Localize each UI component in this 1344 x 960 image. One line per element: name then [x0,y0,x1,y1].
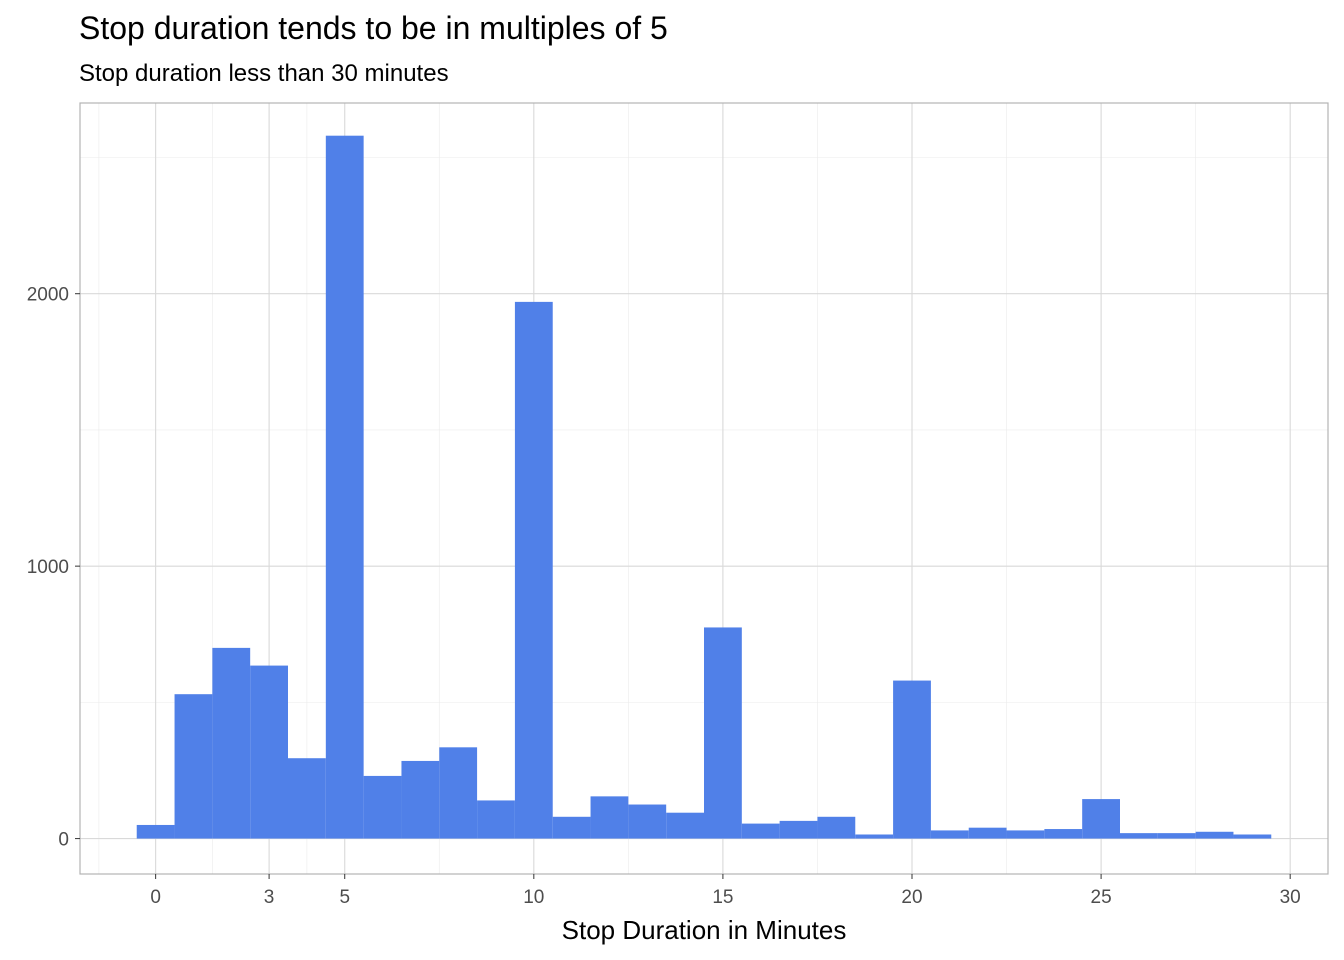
x-axis-title: Stop Duration in Minutes [562,915,847,945]
histogram-bar [250,665,288,839]
histogram-bar [741,823,780,839]
plot-panel-border [79,102,1329,875]
x-tick-label: 5 [339,887,350,908]
x-tick-label: 20 [901,887,922,908]
histogram-bar [477,800,515,839]
histogram-bar [1195,831,1234,839]
histogram-bar [893,680,931,839]
chart-subtitle: Stop duration less than 30 minutes [79,60,449,87]
chart-title: Stop duration tends to be in multiples o… [79,10,668,46]
histogram-bar [930,830,969,839]
histogram-bar [1157,833,1196,839]
y-axis-ticks: 0 1000 2000 [27,285,80,851]
histogram-bar [136,824,175,839]
x-tick-label: 15 [712,887,733,908]
histogram-bar [174,694,213,839]
y-tick-label: 2000 [27,285,69,306]
histogram-bar [704,627,742,839]
histogram-bar [817,816,856,839]
bars-group [136,135,1272,839]
x-tick-label: 25 [1091,887,1112,908]
x-axis-ticks: 0 3 5 10 15 20 25 30 [150,874,1301,908]
histogram-bar [514,301,553,839]
histogram-bar [1233,834,1272,839]
histogram-bar [552,816,591,839]
histogram-bar [1006,830,1045,839]
histogram-bar [666,812,704,839]
y-tick-label: 1000 [27,557,69,578]
x-tick-label: 3 [264,887,275,908]
histogram-bar [288,758,326,839]
histogram-bar [968,827,1007,839]
histogram-bar [779,820,818,839]
histogram-bar [363,775,402,839]
histogram-bar [439,747,478,839]
histogram-bar [855,834,894,839]
histogram-bar [401,760,440,839]
histogram-bar [1082,799,1120,839]
histogram-bar [590,796,629,839]
y-tick-label: 0 [58,830,69,851]
histogram-bar [1120,833,1158,839]
histogram-bar [628,804,667,839]
x-tick-label: 0 [150,887,161,908]
histogram-bar [212,647,251,839]
histogram-bar [1044,829,1083,839]
x-tick-label: 10 [523,887,544,908]
x-tick-label: 30 [1280,887,1301,908]
histogram-bar [325,135,364,839]
minor-gridlines [80,103,1328,874]
